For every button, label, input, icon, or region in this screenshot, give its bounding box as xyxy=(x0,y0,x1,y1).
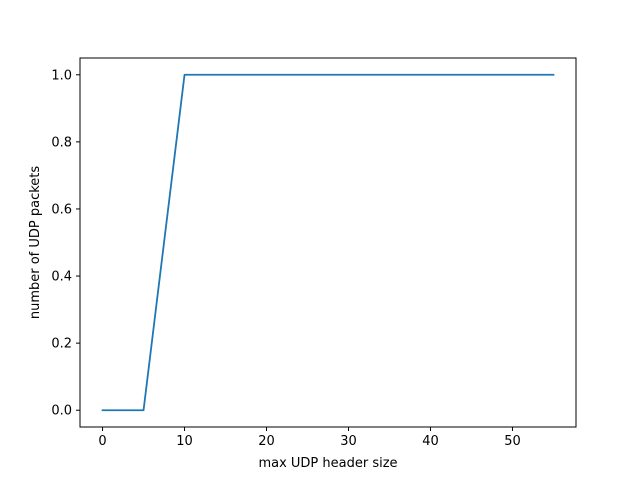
x-tick-label: 20 xyxy=(258,434,275,449)
y-tick-label: 0.2 xyxy=(51,337,72,352)
y-axis-ticks: 0.0 0.2 0.4 0.6 0.8 1.0 xyxy=(51,68,80,419)
axes-frame xyxy=(79,57,577,428)
x-axis-ticks: 0 10 20 30 40 50 xyxy=(98,427,521,449)
x-tick-label: 50 xyxy=(504,434,521,449)
x-tick-label: 40 xyxy=(422,434,439,449)
x-axis-label: max UDP header size xyxy=(258,456,397,471)
series-line xyxy=(101,73,555,412)
y-tick-label: 0.0 xyxy=(51,404,72,419)
y-tick-label: 0.6 xyxy=(51,202,72,217)
x-tick-label: 0 xyxy=(98,434,106,449)
x-tick-label: 10 xyxy=(176,434,193,449)
y-tick-label: 1.0 xyxy=(51,68,72,83)
y-axis-label: number of UDP packets xyxy=(28,166,43,320)
y-tick-label: 0.8 xyxy=(51,135,72,150)
x-tick-label: 30 xyxy=(340,434,357,449)
y-tick-label: 0.4 xyxy=(51,270,72,285)
plot-area xyxy=(101,73,555,412)
